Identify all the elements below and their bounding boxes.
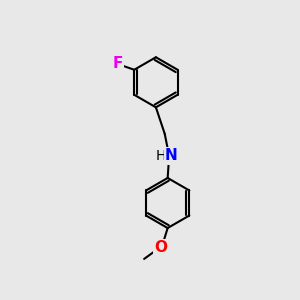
Text: N: N bbox=[165, 148, 178, 164]
Text: F: F bbox=[113, 56, 123, 71]
Text: O: O bbox=[154, 240, 167, 255]
Text: H: H bbox=[156, 149, 166, 163]
